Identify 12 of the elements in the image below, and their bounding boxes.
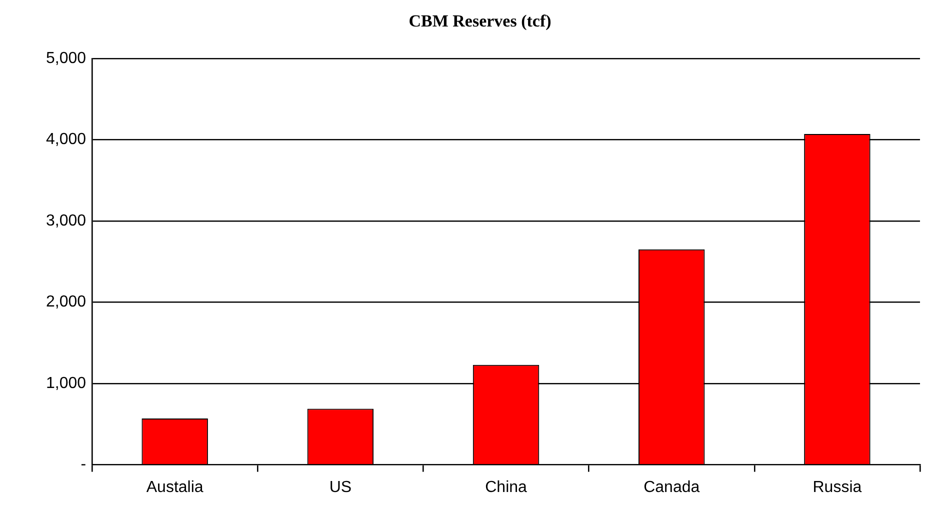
y-tick-label: - [80,456,86,474]
y-tick-label: 2,000 [46,294,86,311]
y-tick-label: 3,000 [46,212,86,230]
x-tick-label: Canada [644,478,700,496]
x-tick-label: China [485,478,528,496]
y-tick-label: 1,000 [46,374,86,392]
x-tick-label: US [329,478,352,496]
x-tick-label: Russia [812,478,862,496]
y-tick-label: 4,000 [46,131,86,148]
y-tick-label: 5,000 [46,50,86,67]
chart-title: CBM Reserves (tcf) [408,12,552,31]
x-tick-label: Austalia [146,478,204,496]
